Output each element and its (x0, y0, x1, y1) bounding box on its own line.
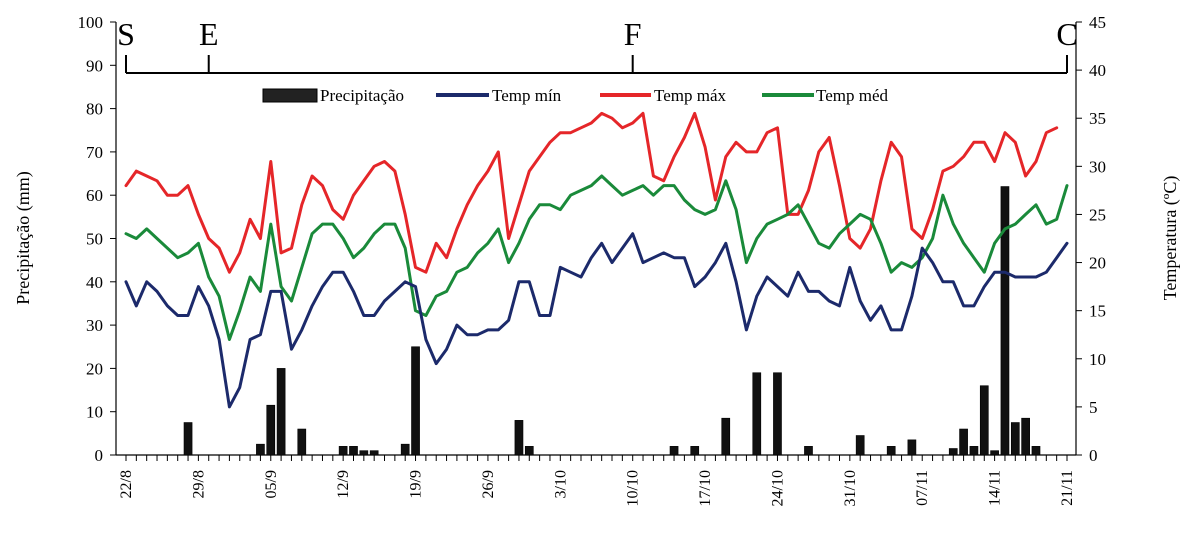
precipitation-bar (752, 372, 762, 456)
precipitation-bar (1031, 446, 1041, 456)
precipitation-bar (886, 446, 896, 456)
right-tick-label: 35 (1089, 109, 1106, 128)
x-tick-label: 31/10 (842, 470, 859, 506)
legend-item-tmed: Temp méd (762, 86, 888, 105)
right-tick-label: 10 (1089, 350, 1106, 369)
x-tick-label: 24/10 (769, 470, 786, 506)
precipitation-bar (1000, 186, 1010, 456)
left-tick-label: 80 (86, 100, 103, 119)
right-tick-label: 0 (1089, 446, 1098, 465)
left-tick-label: 50 (86, 230, 103, 249)
x-tick-label: 17/10 (697, 470, 714, 506)
precipitation-bar (990, 450, 999, 456)
right-tick-label: 15 (1089, 302, 1106, 321)
x-tick-label: 07/11 (914, 470, 931, 506)
legend-label-tmin: Temp mín (492, 86, 562, 105)
legend-swatch-precip (262, 88, 318, 103)
plot-area: 0 10 20 30 40 50 60 70 80 90 100 0 5 10 15 20 25 30 35 40 4… (78, 13, 1107, 506)
x-tick-label: 10/10 (625, 470, 642, 506)
stage-label: E (199, 16, 219, 52)
temp-min-line (124, 232, 1069, 409)
legend: Precipitação Temp mín Temp máx Temp méd (262, 86, 888, 105)
stage-label: C (1056, 16, 1077, 52)
left-tick-label: 10 (86, 403, 103, 422)
right-axis-label: Temperatura (ºC) (1160, 176, 1181, 301)
precipitation-bar (773, 372, 782, 456)
left-y-ticks: 0 10 20 30 40 50 60 70 80 90 100 (78, 13, 116, 465)
right-tick-label: 25 (1089, 205, 1106, 224)
legend-label-precip: Precipitação (320, 86, 404, 105)
precipitation-bar (338, 446, 348, 456)
precipitation-bar (1010, 422, 1020, 456)
precipitation-bar (804, 446, 813, 456)
precipitation-bar (183, 422, 193, 456)
left-tick-label: 60 (86, 186, 103, 205)
precipitation-bar (266, 404, 276, 456)
precipitation-bar (721, 417, 731, 456)
precipitation-bar (855, 435, 865, 456)
legend-label-tmed: Temp méd (816, 86, 888, 105)
x-tick-label: 29/8 (190, 470, 207, 498)
precipitation-bar (400, 443, 410, 456)
x-tick-label: 14/11 (987, 470, 1004, 506)
legend-item-tmax: Temp máx (600, 86, 726, 105)
precipitation-bar (349, 446, 358, 456)
right-tick-label: 20 (1089, 254, 1106, 273)
precipitation-bar (256, 443, 265, 456)
left-tick-label: 0 (95, 446, 104, 465)
precipitation-bar (907, 439, 917, 456)
x-tick-label: 3/10 (552, 470, 569, 498)
precipitation-bar (948, 448, 958, 456)
right-tick-label: 5 (1089, 398, 1098, 417)
precipitation-bar (959, 428, 968, 456)
legend-item-tmin: Temp mín (436, 86, 562, 105)
x-tick-label: 05/9 (263, 470, 280, 498)
precipitation-bar (1021, 417, 1030, 456)
left-tick-label: 100 (78, 13, 104, 32)
x-tick-label: 12/9 (335, 470, 352, 498)
temp-med-line (124, 174, 1069, 341)
left-tick-label: 70 (86, 143, 103, 162)
left-tick-label: 20 (86, 359, 103, 378)
right-y-ticks: 0 5 10 15 20 25 30 35 40 45 (1076, 13, 1106, 465)
right-tick-label: 45 (1089, 13, 1106, 32)
left-tick-label: 30 (86, 316, 103, 335)
left-axis-label: Precipitação (mm) (13, 171, 34, 304)
stage-label: S (117, 16, 135, 52)
x-tick-label: 26/9 (480, 470, 497, 498)
precipitation-bar (524, 446, 534, 456)
precipitation-bar (690, 446, 700, 456)
right-tick-label: 30 (1089, 157, 1106, 176)
left-tick-label: 90 (86, 56, 103, 75)
stage-label: F (624, 16, 642, 52)
precipitation-bar (514, 420, 524, 456)
x-tick-labels: 22/8 29/8 05/9 12/9 19/9 26/9 3/10 10/10 17/10 24… (118, 470, 1076, 506)
precipitation-bar (369, 450, 379, 456)
precipitation-bars (183, 186, 1041, 456)
temp-max-line (124, 111, 1059, 274)
legend-label-tmax: Temp máx (654, 86, 726, 105)
precipitation-bar (669, 446, 679, 456)
temperature-lines (124, 111, 1069, 409)
x-tick-label: 21/11 (1059, 470, 1076, 506)
right-tick-label: 40 (1089, 61, 1106, 80)
precipitation-bar (411, 346, 420, 456)
precipitation-bar (297, 428, 307, 456)
precipitation-bar (979, 385, 989, 456)
precipitation-bar (276, 368, 286, 456)
x-minor-ticks (125, 455, 1068, 461)
x-tick-label: 19/9 (408, 470, 425, 498)
precipitation-bar (969, 446, 979, 456)
x-tick-label: 22/8 (118, 470, 135, 498)
precipitation-bar (359, 450, 369, 456)
left-tick-label: 40 (86, 273, 103, 292)
legend-item-precip: Precipitação (262, 86, 404, 105)
